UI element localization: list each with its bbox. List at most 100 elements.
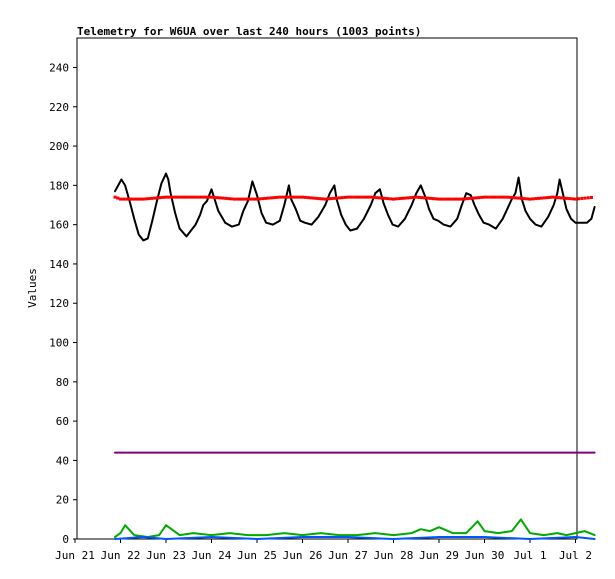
series-1-point [275,195,279,199]
series-1-point [258,197,262,201]
series-1-point [491,195,495,199]
series-1-point [571,197,575,201]
plot-frame [76,37,578,540]
series-1-point [517,196,521,200]
series-1-point [326,197,330,201]
series-1-point [500,195,504,199]
series-1-point [531,197,535,201]
x-tick-label: Jun 24 [192,549,232,562]
series-1-point [130,197,134,201]
series-1-point [122,197,126,201]
series-1-point [195,195,199,199]
series-1-point [301,195,304,199]
series-1-point [136,197,140,201]
series-1-point [380,196,384,200]
series-1-point [488,195,492,199]
x-tick-label: Jun 25 [237,549,277,562]
series-1-point [508,195,512,199]
series-1-point [366,195,370,199]
series-1-point [363,195,367,199]
series-1-point [406,196,410,200]
series-1-point [264,196,268,200]
series-layer [113,172,596,540]
series-1-point [505,195,509,199]
y-tick-label: 80 [56,376,69,389]
series-1-point [309,196,313,200]
series-1-point [289,195,293,199]
series-1-point [374,196,378,200]
series-1-point [261,197,265,201]
series-1-point [514,196,518,200]
x-tick-label: Jun 22 [101,549,141,562]
series-1-point [252,197,256,201]
y-tick-label: 120 [49,297,69,310]
series-1-point [343,195,347,199]
series-1-point [357,195,361,199]
series-1-point [545,196,549,200]
chart-title: Telemetry for W6UA over last 240 hours (… [77,25,421,38]
series-1-point [181,195,185,199]
x-tick-label: Jun 23 [146,549,186,562]
series-1-point [369,195,373,199]
series-1-point [426,196,430,200]
y-tick-label: 60 [56,415,69,428]
x-tick-label: Jun 29 [419,549,459,562]
series-1-point [249,197,253,201]
series-1-point [474,196,478,200]
series-1-point [485,195,489,199]
x-tick-label: Jun 26 [283,549,323,562]
series-1-point [443,197,447,201]
series-1-point [568,197,572,201]
series-1-point [471,196,475,200]
y-tick-label: 240 [49,61,69,74]
series-1-point [201,195,205,199]
series-1-point [377,196,381,200]
series-1-point [144,197,148,201]
series-1-point [155,196,159,200]
series-1-point [559,196,563,200]
series-1-point [511,196,515,200]
series-1-point [431,197,435,201]
x-tick-label: Jun 30 [465,549,505,562]
series-1-point [580,196,584,200]
series-1-point [221,196,225,200]
series-1-point [525,197,529,201]
series-1-point [198,195,202,199]
series-1-point [241,197,245,201]
y-tick-label: 140 [49,258,69,271]
series-1-point [337,196,341,200]
series-1-point [465,197,469,201]
series-1-point [192,195,196,199]
series-1-point [519,196,523,200]
series-1-point [562,196,566,200]
series-1-point [352,195,356,199]
series-1-point [147,197,151,201]
series-1-point [235,197,239,201]
series-1-point [164,195,168,199]
series-1-point [460,197,464,201]
series-1-point [116,196,120,200]
series-1-point [255,197,259,201]
series-1-point [113,195,117,199]
series-1-point [586,196,590,200]
series-1-point [349,195,353,199]
series-1-point [483,195,486,199]
series-1-point [583,196,587,200]
y-tick-label: 0 [62,533,69,546]
series-1-point [153,196,157,200]
series-1-point [215,196,219,200]
series-1-point [434,197,438,201]
series-1-point [420,196,424,200]
series-1-point [141,197,145,201]
series-1-point [178,195,182,199]
series-1-point [417,195,421,199]
series-1-point [175,195,179,199]
series-1-point [329,197,333,201]
series-1-point [125,197,129,201]
y-tick-label: 40 [56,454,69,467]
series-4-line [114,536,596,540]
series-1-point [229,197,233,201]
x-tick-label: Jun 27 [328,549,368,562]
series-3-line [114,518,596,538]
